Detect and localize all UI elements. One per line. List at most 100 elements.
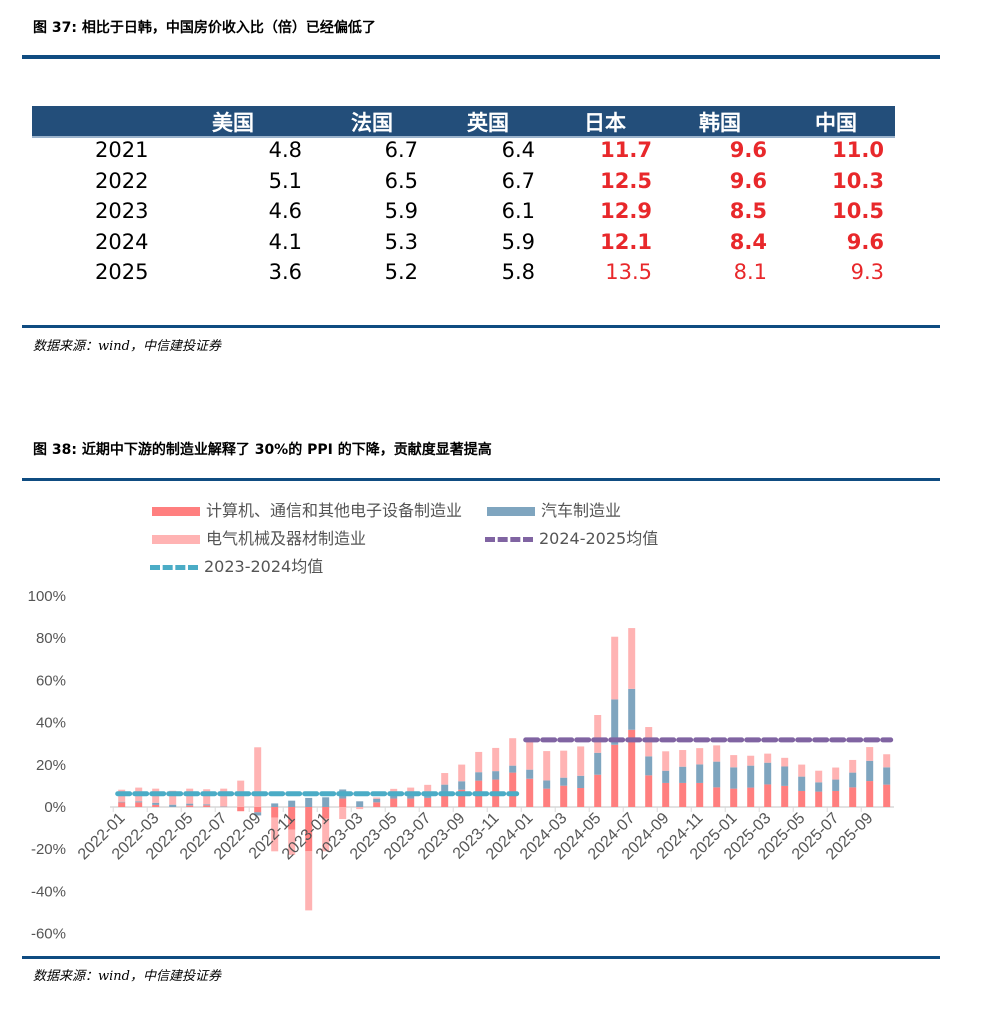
bar-segment	[152, 802, 160, 805]
value-cell: 4.1	[268, 229, 302, 254]
bar-segment	[849, 759, 857, 773]
bar-segment	[288, 807, 296, 830]
value-cell: 9.3	[850, 260, 884, 284]
bar-segment	[781, 766, 789, 786]
bar-segment	[339, 807, 347, 820]
value-cell: 8.4	[729, 229, 767, 254]
bar-segment	[509, 772, 517, 807]
figure-38-source: 数据来源：wind，中信建投证券	[33, 969, 221, 984]
bar-segment	[390, 798, 398, 807]
table-row: 2022 5.1 6.5 6.7 12.5 9.6 10.3	[0, 169, 988, 199]
bar-segment	[424, 784, 432, 793]
col-header: 美国	[212, 111, 254, 135]
year-cell: 2022	[95, 168, 149, 193]
bar-segment	[662, 782, 670, 807]
legend-label: 电气机械及器材制造业	[206, 529, 367, 548]
bar-segment	[509, 765, 517, 773]
bar-segment	[526, 778, 534, 807]
bar-segment	[832, 790, 840, 807]
bar-segment	[645, 775, 653, 807]
col-header: 中国	[815, 111, 857, 135]
bar-segment	[373, 798, 381, 803]
legend-item: 计算机、通信和其他电子设备制造业	[152, 497, 462, 521]
bar-segment	[611, 699, 619, 745]
bar-segment	[713, 745, 721, 762]
bar-segment	[815, 782, 823, 792]
value-cell: 10.3	[832, 168, 884, 193]
value-cell: 13.5	[605, 260, 652, 284]
bar-segment	[305, 807, 313, 852]
bar-segment	[254, 807, 262, 813]
bar-segment	[713, 787, 721, 807]
bar-segment	[781, 785, 789, 807]
y-tick-label: 40%	[36, 715, 66, 732]
bar-segment	[271, 807, 279, 818]
bar-segment	[560, 750, 568, 778]
bar-segment	[696, 764, 704, 783]
table-row: 2021 4.8 6.7 6.4 11.7 9.6 11.0	[0, 138, 988, 168]
ppi-contribution-chart: -60%-40%-20%0%20%40%60%80%100%2022-01202…	[28, 588, 894, 943]
bar-segment	[203, 804, 211, 806]
bar-segment	[628, 628, 636, 689]
bar-segment	[390, 794, 398, 799]
bar-segment	[662, 770, 670, 783]
legend-item: 汽车制造业	[487, 497, 621, 521]
divider	[22, 55, 940, 59]
y-tick-label: 0%	[44, 799, 66, 816]
legend-item: 电气机械及器材制造业	[152, 525, 366, 549]
bar-segment	[254, 747, 262, 807]
bar-segment	[594, 774, 602, 807]
legend-label: 2024-2025均值	[539, 529, 659, 548]
bar-segment	[458, 789, 466, 807]
value-cell: 8.1	[733, 260, 767, 284]
bar-segment	[135, 802, 143, 807]
bar-segment	[883, 784, 891, 807]
y-tick-label: 60%	[36, 672, 66, 689]
legend-swatch	[152, 535, 200, 544]
legend-swatch	[152, 507, 200, 516]
bar-segment	[169, 804, 177, 807]
bar-segment	[475, 751, 483, 773]
bar-segment	[203, 805, 211, 807]
y-tick-label: -40%	[31, 883, 66, 900]
value-cell: 12.5	[600, 168, 652, 193]
bar-segment	[679, 766, 687, 783]
bar-segment	[849, 772, 857, 788]
value-cell: 11.0	[832, 138, 884, 162]
legend-swatch	[487, 507, 535, 516]
col-header: 法国	[351, 111, 393, 135]
bar-segment	[832, 767, 840, 780]
bar-segment	[322, 797, 330, 807]
bar-segment	[747, 755, 755, 766]
value-cell: 5.8	[501, 260, 535, 284]
bar-segment	[356, 807, 364, 810]
bar-segment	[186, 803, 194, 806]
bar-segment	[509, 738, 517, 766]
bar-segment	[866, 760, 874, 782]
value-cell: 4.6	[268, 199, 302, 223]
bar-segment	[441, 793, 449, 807]
bar-segment	[254, 812, 262, 816]
bar-segment	[883, 767, 891, 785]
col-header: 英国	[467, 111, 509, 135]
bar-segment	[577, 775, 585, 789]
bar-segment	[696, 782, 704, 807]
bar-segment	[594, 715, 602, 753]
value-cell: 11.7	[600, 138, 652, 162]
legend-swatch	[485, 537, 533, 542]
divider	[22, 478, 940, 481]
legend-swatch	[150, 565, 198, 570]
bar-segment	[560, 777, 568, 786]
year-cell: 2023	[95, 199, 149, 223]
bar-segment	[560, 785, 568, 807]
bar-segment	[373, 802, 381, 807]
bar-segment	[611, 744, 619, 807]
bar-segment	[407, 787, 415, 795]
value-cell: 9.6	[729, 168, 767, 193]
bar-segment	[407, 798, 415, 807]
bar-segment	[628, 688, 636, 730]
legend-item: 2023-2024均值	[150, 553, 323, 577]
value-cell: 9.6	[729, 138, 767, 162]
year-cell: 2021	[95, 138, 149, 162]
